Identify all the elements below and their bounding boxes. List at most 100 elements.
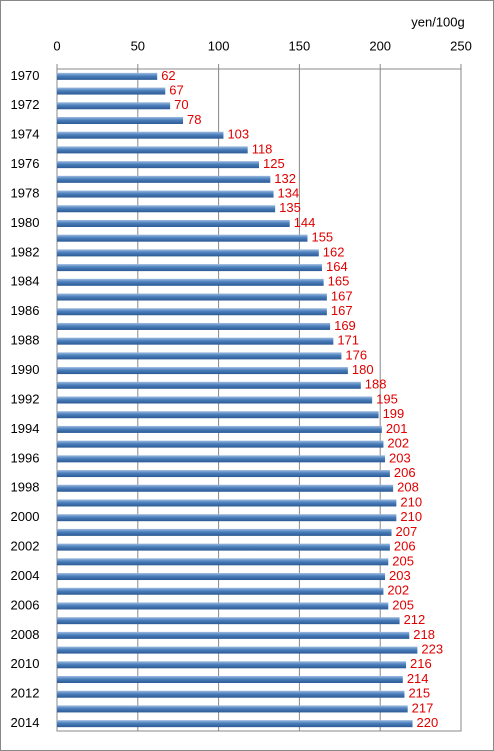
y-tick-label: 2008	[11, 627, 40, 642]
value-label: 199	[383, 406, 405, 421]
value-label: 164	[326, 259, 348, 274]
y-tick-label: 2014	[11, 715, 40, 730]
bar	[57, 631, 410, 639]
value-label: 78	[187, 112, 201, 127]
bar	[57, 116, 184, 124]
y-tick-label: 1976	[11, 156, 40, 171]
value-label: 215	[408, 686, 430, 701]
value-label: 205	[392, 553, 414, 568]
x-tick-label: 50	[131, 38, 145, 53]
bar	[57, 661, 407, 669]
value-label: 223	[421, 642, 443, 657]
value-label: 118	[252, 141, 273, 156]
x-tick-label: 250	[450, 38, 472, 53]
bar	[57, 499, 397, 507]
y-tick-label: 2000	[11, 509, 40, 524]
value-label: 212	[404, 612, 426, 627]
value-label: 132	[274, 171, 296, 186]
value-label: 62	[161, 68, 175, 83]
value-label: 206	[394, 465, 416, 480]
value-label: 205	[392, 597, 414, 612]
value-label: 144	[294, 215, 316, 230]
bar	[57, 293, 327, 301]
value-label: 169	[334, 318, 356, 333]
bar	[57, 617, 400, 625]
value-label: 203	[389, 450, 411, 465]
bar	[57, 440, 384, 448]
value-label: 203	[389, 568, 411, 583]
y-tick-label: 2006	[11, 597, 40, 612]
value-label: 135	[279, 200, 301, 215]
bar	[57, 690, 405, 698]
bar	[57, 131, 224, 139]
value-label: 103	[227, 127, 249, 142]
y-tick-label: 1986	[11, 303, 40, 318]
value-label: 125	[263, 156, 285, 171]
y-tick-label: 1970	[11, 68, 40, 83]
value-label: 202	[387, 436, 409, 451]
value-label: 167	[331, 303, 353, 318]
bar	[57, 411, 379, 419]
y-tick-label: 1988	[11, 333, 40, 348]
x-tick-label: 100	[208, 38, 230, 53]
value-label: 165	[328, 274, 350, 289]
y-tick-label: 1998	[11, 480, 40, 495]
value-label: 216	[410, 656, 432, 671]
bar	[57, 352, 342, 360]
y-tick-label: 1996	[11, 450, 40, 465]
bar	[57, 646, 418, 654]
bar	[57, 470, 390, 478]
value-label: 188	[365, 377, 387, 392]
y-tick-label: 1978	[11, 185, 40, 200]
bar	[57, 308, 327, 316]
y-tick-label: 2010	[11, 656, 40, 671]
value-label: 208	[397, 480, 419, 495]
bar	[57, 587, 384, 595]
value-label: 210	[400, 509, 422, 524]
bar	[57, 337, 334, 345]
y-tick-label: 1982	[11, 244, 40, 259]
value-label: 202	[387, 583, 409, 598]
bar	[57, 705, 408, 713]
y-tick-label: 1980	[11, 215, 40, 230]
value-label: 180	[352, 362, 374, 377]
value-label: 220	[417, 715, 439, 730]
bar	[57, 219, 290, 227]
bar	[57, 528, 392, 536]
bar	[57, 264, 323, 272]
x-tick-label: 0	[53, 38, 60, 53]
value-label: 171	[337, 333, 359, 348]
x-tick-label: 200	[369, 38, 391, 53]
bar	[57, 175, 271, 183]
value-label: 214	[407, 671, 429, 686]
y-tick-label: 1972	[11, 97, 40, 112]
bar	[57, 425, 382, 433]
bar	[57, 87, 166, 95]
bar	[57, 278, 324, 286]
bar	[57, 396, 373, 404]
bar	[57, 558, 389, 566]
bar	[57, 367, 348, 375]
x-tick-label: 150	[289, 38, 311, 53]
bar	[57, 602, 389, 610]
bar	[57, 573, 386, 581]
y-tick-label: 1990	[11, 362, 40, 377]
bar	[57, 676, 403, 684]
value-label: 70	[174, 97, 188, 112]
bar	[57, 102, 171, 110]
bar	[57, 381, 361, 389]
value-label: 167	[331, 288, 353, 303]
value-label: 176	[345, 347, 367, 362]
bar	[57, 249, 319, 257]
value-label: 67	[169, 83, 183, 98]
y-tick-label: 2004	[11, 568, 40, 583]
value-label: 195	[376, 391, 398, 406]
bar	[57, 543, 390, 551]
y-tick-label: 2012	[11, 686, 40, 701]
y-tick-label: 1974	[11, 127, 40, 142]
value-label: 201	[386, 421, 408, 436]
bar	[57, 190, 274, 198]
bar	[57, 161, 259, 169]
bar	[57, 514, 397, 522]
